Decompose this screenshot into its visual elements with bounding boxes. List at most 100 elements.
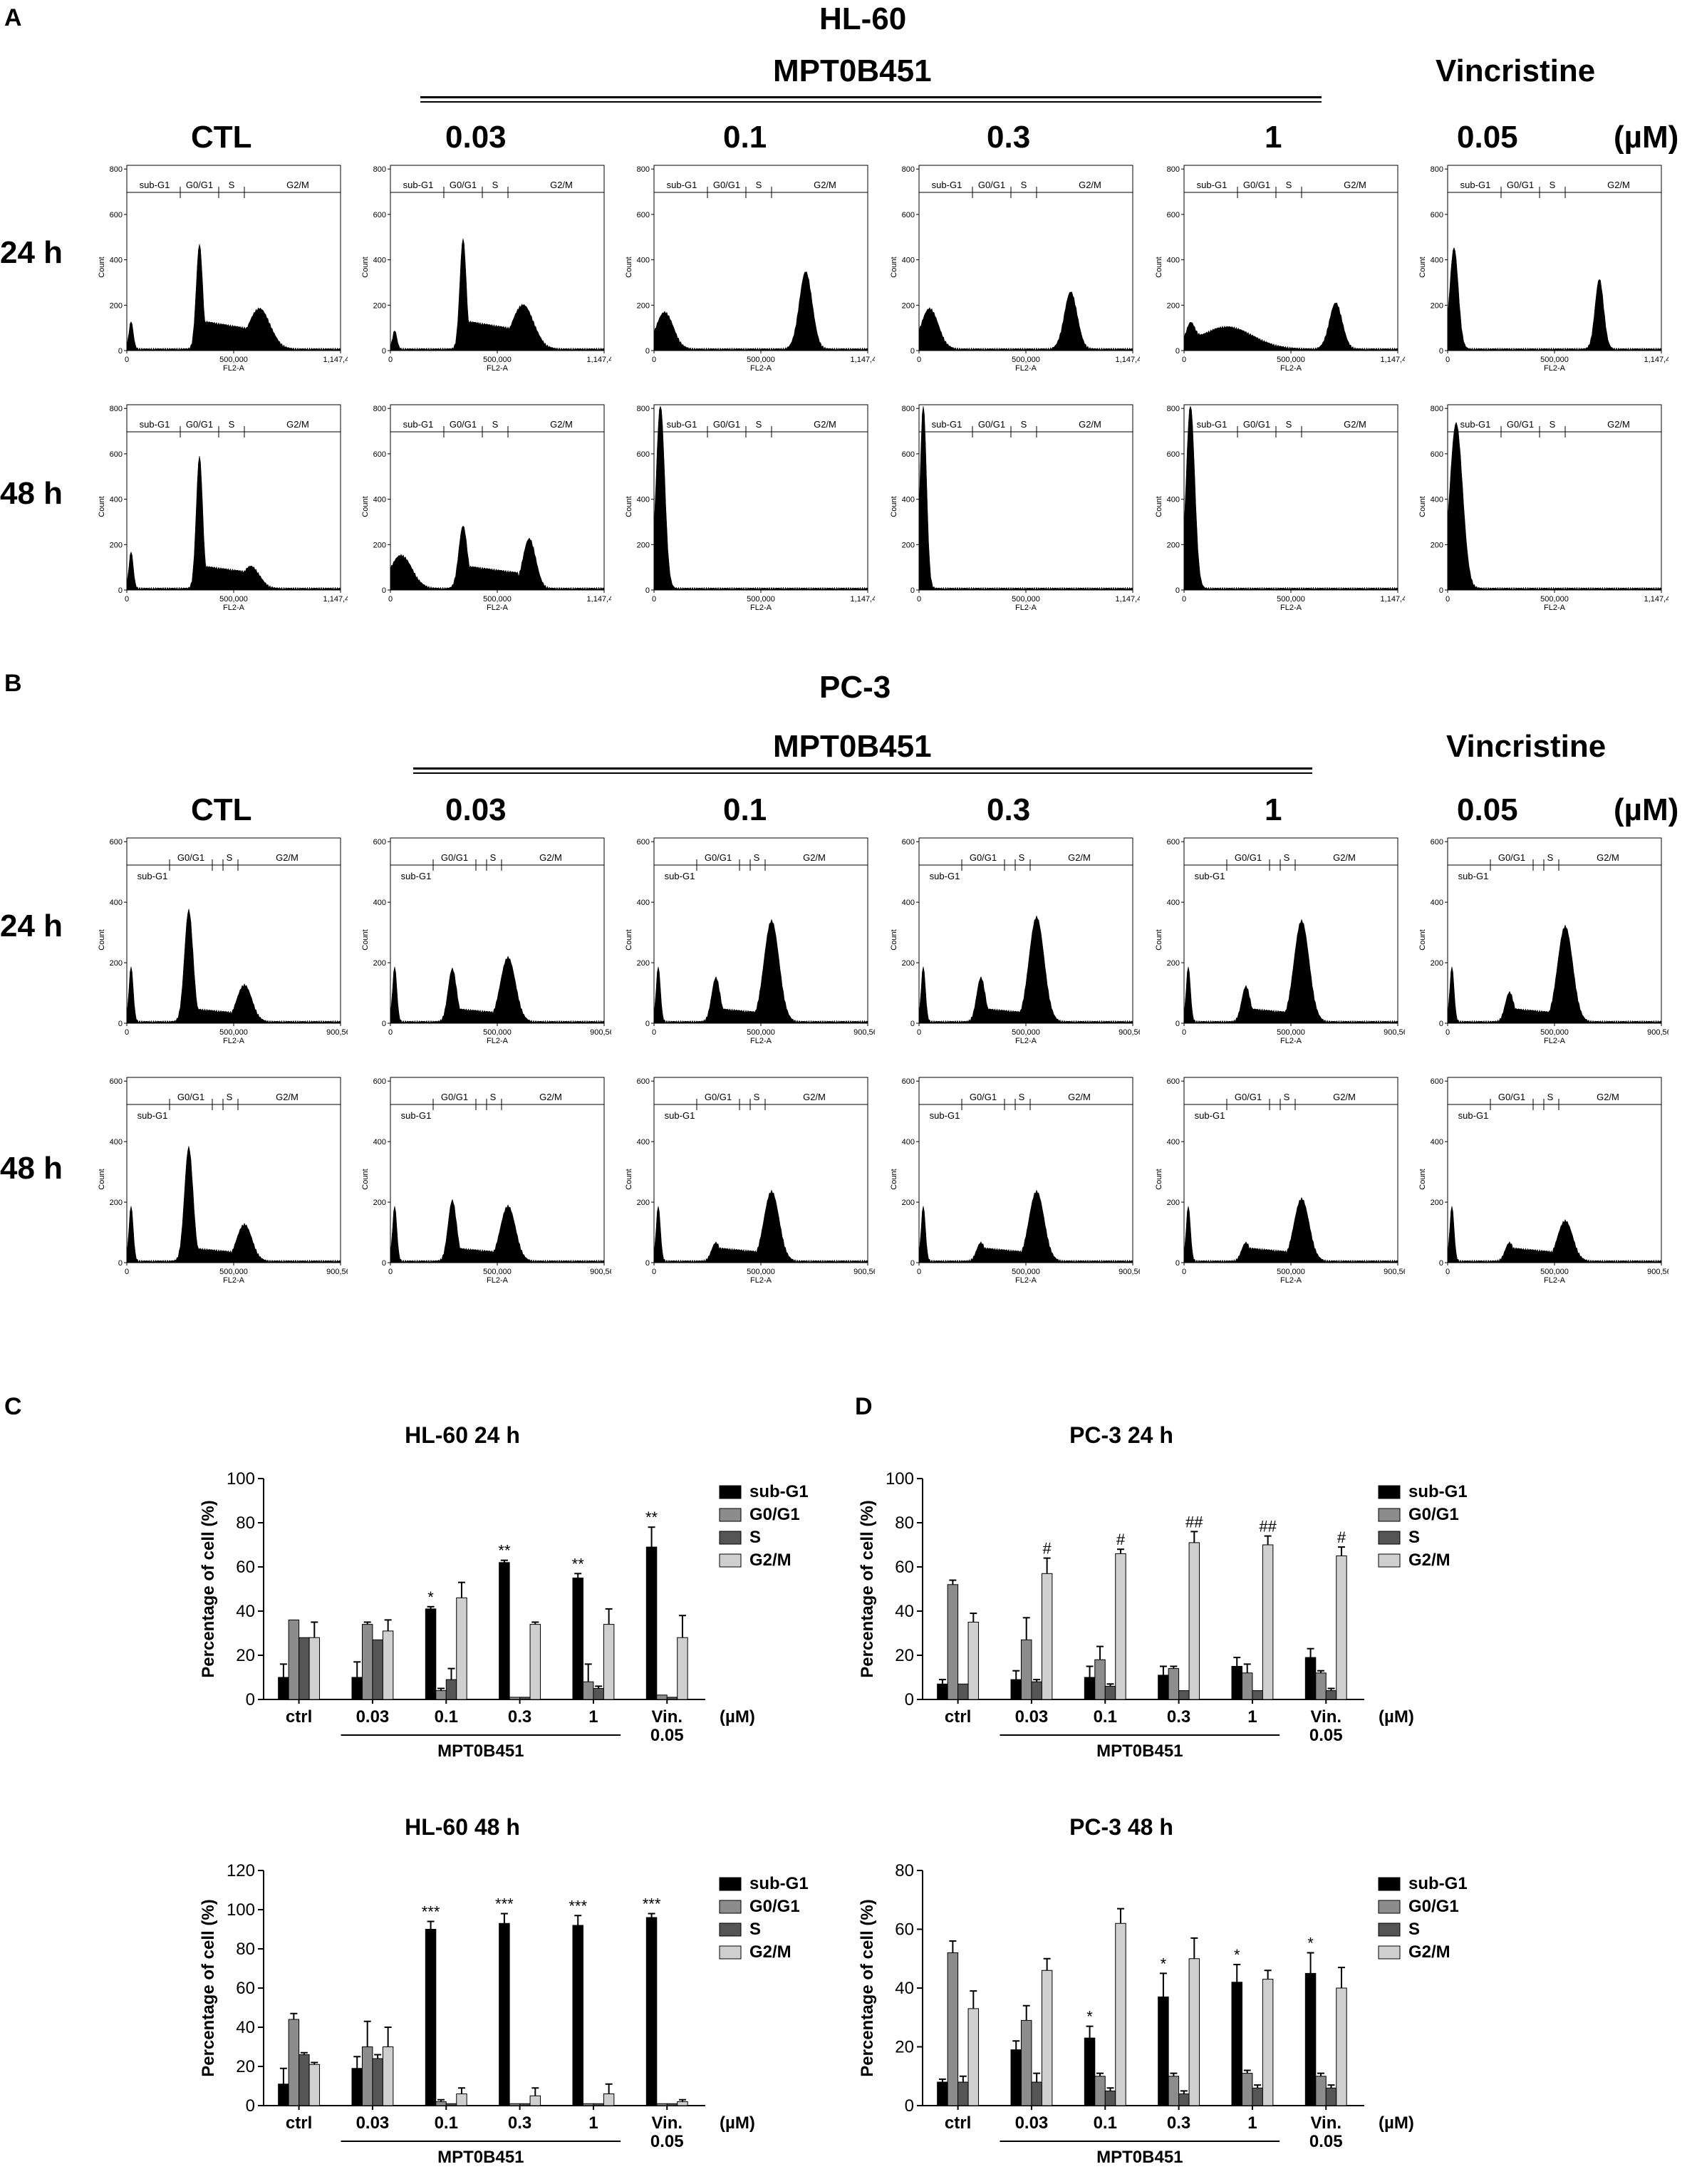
- unit-label: (µM): [1379, 2113, 1414, 2133]
- bar-G0/G1: [1241, 2073, 1253, 2106]
- y-axis-label: Count: [361, 929, 370, 950]
- y-tick-label: 20: [895, 1646, 914, 1665]
- y-axis-label: Count: [1418, 1169, 1427, 1189]
- x-axis-label: FL2-A: [1015, 604, 1037, 612]
- y-tick-label: 800: [637, 165, 650, 174]
- category-label: 0.1: [435, 1707, 458, 1727]
- x-axis-label: FL2-A: [1015, 1037, 1037, 1045]
- histogram-fill: [1183, 302, 1398, 351]
- y-axis-label: Percentage of cell (%): [199, 1899, 218, 2076]
- plot-frame: [126, 165, 341, 351]
- bar-G2/M: [382, 2046, 394, 2106]
- bar-sub-G1: [1304, 1657, 1317, 1700]
- y-tick-label: 80: [895, 1513, 914, 1533]
- x-tick-label: 1,147,461: [1644, 595, 1668, 604]
- histogram-hl60-r0-c4: 0 200 400 600 800 0 500,000 1,147,461 FL2-A Count…: [1155, 165, 1405, 373]
- y-tick-label: 60: [236, 1558, 255, 1577]
- y-tick-label: 200: [637, 959, 650, 968]
- x-tick-label: 0: [125, 1268, 129, 1276]
- y-tick-label: 200: [373, 301, 386, 310]
- bar-sub-G1: [645, 1546, 658, 1700]
- y-tick-label: 600: [373, 1077, 386, 1086]
- legend-label: sub-G1: [749, 1482, 809, 1501]
- y-tick-label: 600: [1431, 450, 1443, 459]
- histogram-fill: [1447, 421, 1662, 591]
- y-axis-label: Count: [625, 929, 633, 950]
- y-tick-label: 0: [1175, 347, 1180, 356]
- y-tick-label: 600: [1167, 450, 1180, 459]
- legend-swatch-sub-G1: [719, 1877, 742, 1891]
- x-axis-label: FL2-A: [1544, 364, 1566, 373]
- unit-label-b: (µM): [1614, 792, 1679, 827]
- x-tick-label: 1,147,461: [323, 356, 348, 364]
- y-tick-label: 600: [902, 450, 915, 459]
- histogram-pc3-r1-c0: 0 200 400 600 0 500,000 900,565 FL2-A Count G0/G1…: [98, 1077, 348, 1285]
- gate-label: G0/G1: [978, 180, 1005, 190]
- x-tick-label: 0: [388, 356, 393, 364]
- significance-marker: #: [1043, 1540, 1052, 1558]
- bar-G0/G1: [1020, 1639, 1032, 1700]
- y-axis-label: Count: [1155, 929, 1163, 950]
- gate-label: S: [1021, 180, 1027, 190]
- bar-sub-G1: [1010, 2049, 1022, 2106]
- y-tick-label: 200: [902, 541, 915, 549]
- y-tick-label: 200: [902, 301, 915, 310]
- category-label: ctrl: [286, 2113, 312, 2133]
- x-axis-label: FL2-A: [1544, 604, 1566, 612]
- x-tick-label: 500,000: [1012, 356, 1040, 364]
- category-label: 0.03: [356, 1707, 390, 1727]
- x-tick-label: 500,000: [219, 595, 248, 604]
- category-label: 0.1: [1094, 1707, 1117, 1727]
- ref-label-b: Vincristine: [1446, 729, 1607, 764]
- col-label-005-b: 0.05: [1457, 792, 1518, 827]
- gate-label: S: [1286, 180, 1292, 190]
- y-tick-label: 80: [236, 1940, 255, 1959]
- x-tick-label: 500,000: [1012, 1028, 1040, 1037]
- histogram-fill: [126, 455, 341, 591]
- category-label: 0.05: [650, 2132, 684, 2151]
- y-tick-label: 60: [895, 1920, 914, 1940]
- y-tick-label: 0: [645, 347, 650, 356]
- bar-G2/M: [603, 2094, 615, 2106]
- bar-S: [1104, 1685, 1116, 1700]
- gate-label: sub-G1: [930, 871, 960, 881]
- y-tick-label: 200: [637, 1199, 650, 1207]
- histogram-pc3-r1-c2: 0 200 400 600 0 500,000 900,565 FL2-A Count G0/G1…: [625, 1077, 875, 1285]
- gate-label: S: [1547, 1092, 1554, 1102]
- gate-label: G2/M: [814, 180, 836, 190]
- y-axis-label: Count: [1155, 257, 1163, 277]
- drug-bracket-b: [413, 767, 1312, 774]
- histogram-fill: [126, 1146, 341, 1263]
- y-tick-label: 600: [637, 450, 650, 459]
- bar-chart-1: PC-3 24 h 0 20 40 60 80 100 Percentage of cell …: [858, 1422, 1468, 1761]
- y-tick-label: 600: [1167, 838, 1180, 847]
- x-tick-label: 900,565: [590, 1268, 611, 1276]
- bar-S: [1325, 1690, 1337, 1700]
- gate-label: G2/M: [286, 180, 309, 190]
- bar-sub-G1: [499, 1562, 510, 1700]
- bar-S: [1252, 2087, 1263, 2106]
- gate-label: S: [229, 419, 235, 430]
- x-tick-label: 0: [917, 356, 921, 364]
- x-tick-label: 1,147,461: [1116, 356, 1140, 364]
- x-axis-label: FL2-A: [223, 1037, 245, 1045]
- gate-label: S: [1019, 1092, 1025, 1102]
- y-tick-label: 400: [1431, 257, 1443, 265]
- legend-label: S: [1408, 1920, 1420, 1939]
- gate-label: G0/G1: [1507, 180, 1534, 190]
- bar-sub-G1: [937, 1683, 948, 1700]
- y-tick-label: 0: [910, 1259, 915, 1268]
- ref-label-a: Vincristine: [1436, 53, 1596, 88]
- histogram-fill: [390, 956, 605, 1024]
- gate-label: sub-G1: [401, 871, 432, 881]
- x-axis-label: FL2-A: [750, 1037, 772, 1045]
- bar-G0/G1: [656, 2103, 668, 2106]
- significance-marker: *: [1086, 2008, 1093, 2026]
- significance-marker: ##: [1259, 1518, 1277, 1536]
- legend-swatch-sub-G1: [1378, 1485, 1401, 1499]
- gate-label: sub-G1: [140, 180, 170, 190]
- bar-G0/G1: [582, 1681, 594, 1700]
- bar-S: [957, 2081, 969, 2106]
- y-tick-label: 400: [902, 899, 915, 907]
- bar-G2/M: [967, 1622, 980, 1700]
